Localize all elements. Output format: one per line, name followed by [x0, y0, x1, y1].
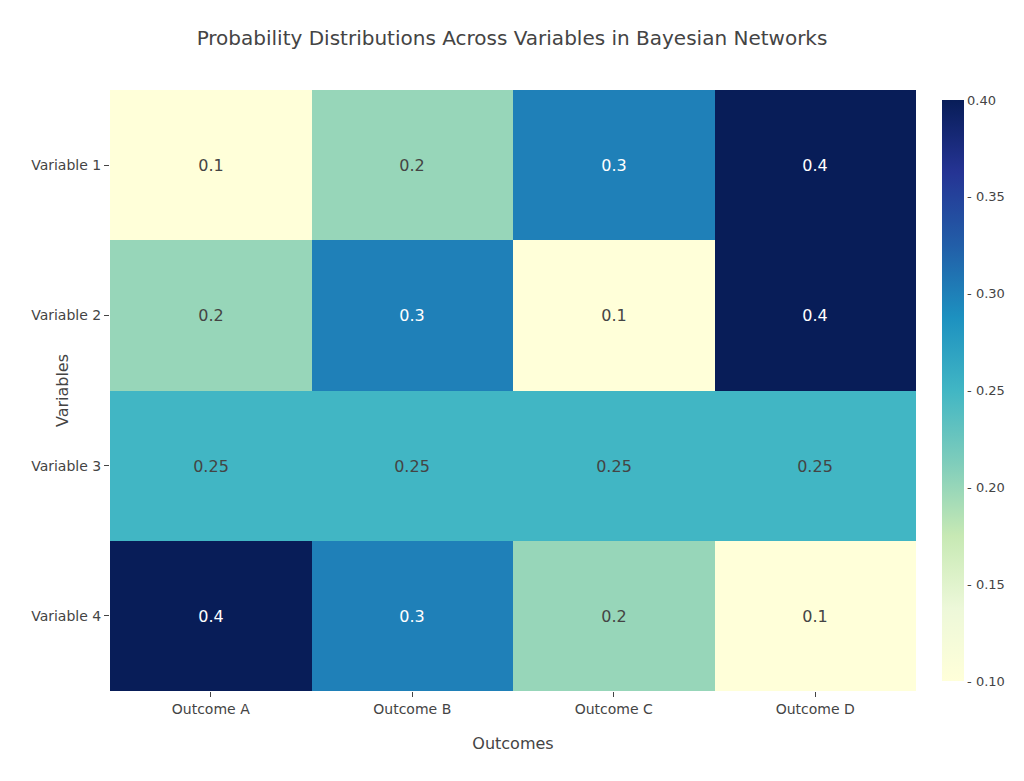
svg-text:0.2: 0.2	[198, 306, 223, 325]
svg-text:Outcome A: Outcome A	[172, 701, 250, 717]
svg-text:- 0.10: - 0.10	[967, 674, 1005, 689]
svg-text:- 0.20: - 0.20	[967, 480, 1005, 495]
svg-text:0.25: 0.25	[394, 457, 430, 476]
svg-text:0.4: 0.4	[802, 306, 827, 325]
svg-text:0.3: 0.3	[601, 156, 626, 175]
svg-text:0.1: 0.1	[802, 607, 827, 626]
svg-text:- 0.30: - 0.30	[967, 286, 1005, 301]
svg-text:Outcomes: Outcomes	[472, 734, 553, 753]
svg-text:- 0.15: - 0.15	[967, 577, 1005, 592]
svg-text:0.25: 0.25	[596, 457, 632, 476]
svg-text:Outcome D: Outcome D	[776, 701, 855, 717]
svg-text:Variable 1: Variable 1	[31, 157, 101, 173]
svg-text:Probability Distributions Acro: Probability Distributions Across Variabl…	[197, 26, 828, 50]
svg-text:Outcome C: Outcome C	[575, 701, 653, 717]
svg-text:0.25: 0.25	[193, 457, 229, 476]
svg-text:Variable 3: Variable 3	[31, 458, 101, 474]
svg-text:- 0.35: - 0.35	[967, 189, 1005, 204]
svg-text:0.2: 0.2	[399, 156, 424, 175]
svg-text:Variable 4: Variable 4	[31, 608, 101, 624]
svg-text:0.25: 0.25	[797, 457, 833, 476]
svg-text:Variables: Variables	[53, 354, 72, 427]
svg-text:Variable 2: Variable 2	[31, 307, 101, 323]
svg-text:0.4: 0.4	[802, 156, 827, 175]
svg-text:0.3: 0.3	[399, 607, 424, 626]
svg-text:Outcome B: Outcome B	[373, 701, 451, 717]
svg-text:0.40: 0.40	[967, 93, 996, 108]
svg-text:0.4: 0.4	[198, 607, 223, 626]
svg-text:- 0.25: - 0.25	[967, 383, 1005, 398]
svg-text:0.2: 0.2	[601, 607, 626, 626]
svg-text:0.1: 0.1	[601, 306, 626, 325]
svg-text:0.3: 0.3	[399, 306, 424, 325]
svg-text:0.1: 0.1	[198, 156, 223, 175]
